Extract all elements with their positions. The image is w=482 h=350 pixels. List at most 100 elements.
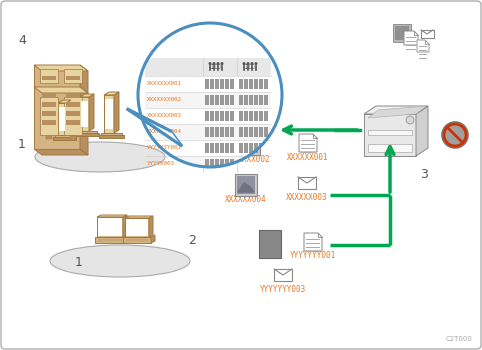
Bar bbox=[42, 111, 56, 116]
Bar bbox=[210, 142, 214, 153]
Bar bbox=[393, 24, 411, 42]
Bar bbox=[264, 127, 268, 136]
Bar bbox=[225, 142, 229, 153]
Polygon shape bbox=[125, 235, 129, 243]
Bar bbox=[225, 127, 229, 136]
Polygon shape bbox=[99, 135, 124, 138]
Polygon shape bbox=[34, 149, 88, 155]
Text: XXXXXX001: XXXXXX001 bbox=[287, 153, 329, 161]
Bar bbox=[239, 142, 243, 153]
Bar bbox=[239, 127, 243, 136]
Circle shape bbox=[442, 122, 468, 148]
Text: XXXXXX003: XXXXXX003 bbox=[286, 193, 328, 202]
Polygon shape bbox=[104, 95, 114, 133]
Text: 2: 2 bbox=[188, 233, 196, 246]
Polygon shape bbox=[104, 92, 119, 95]
Bar bbox=[220, 94, 224, 105]
Bar bbox=[210, 159, 214, 169]
Bar bbox=[254, 142, 258, 153]
Bar bbox=[66, 93, 80, 98]
Bar bbox=[368, 144, 412, 152]
Bar bbox=[239, 94, 243, 105]
Bar bbox=[145, 76, 271, 92]
Circle shape bbox=[251, 62, 254, 65]
Text: XXXXXXX004: XXXXXXX004 bbox=[147, 129, 182, 134]
Bar bbox=[42, 120, 56, 125]
Ellipse shape bbox=[35, 142, 165, 172]
Bar bbox=[225, 78, 229, 89]
Bar bbox=[220, 127, 224, 136]
Bar bbox=[145, 92, 271, 107]
Bar bbox=[64, 69, 82, 83]
Bar bbox=[40, 69, 58, 83]
Bar bbox=[105, 99, 113, 129]
Bar bbox=[237, 176, 255, 194]
Text: 4: 4 bbox=[18, 34, 26, 47]
Polygon shape bbox=[95, 237, 125, 243]
Bar bbox=[244, 127, 248, 136]
Polygon shape bbox=[128, 110, 181, 145]
Polygon shape bbox=[97, 215, 127, 217]
Polygon shape bbox=[243, 143, 257, 151]
Polygon shape bbox=[58, 103, 66, 135]
Bar bbox=[249, 78, 253, 89]
Polygon shape bbox=[364, 114, 416, 156]
Bar bbox=[66, 76, 80, 80]
Polygon shape bbox=[77, 131, 97, 133]
Polygon shape bbox=[80, 97, 89, 131]
Bar bbox=[368, 130, 412, 135]
Circle shape bbox=[216, 62, 219, 65]
Text: YYYYYYY001: YYYYYYY001 bbox=[147, 145, 182, 150]
Text: 1: 1 bbox=[18, 139, 26, 152]
Circle shape bbox=[242, 62, 245, 65]
Polygon shape bbox=[75, 133, 99, 136]
Polygon shape bbox=[417, 40, 429, 52]
Bar bbox=[421, 30, 434, 38]
Bar bbox=[239, 159, 243, 169]
Text: ⬛⬛⬛⬛: ⬛⬛⬛⬛ bbox=[210, 64, 222, 69]
Bar bbox=[244, 111, 248, 120]
Bar bbox=[40, 97, 58, 135]
Bar bbox=[225, 94, 229, 105]
Circle shape bbox=[406, 116, 414, 124]
Text: XXXXXX004: XXXXXX004 bbox=[225, 196, 267, 204]
Bar bbox=[230, 127, 234, 136]
Bar bbox=[244, 159, 248, 169]
Bar bbox=[230, 142, 234, 153]
Bar bbox=[81, 101, 88, 127]
Bar bbox=[264, 111, 268, 120]
Bar bbox=[259, 230, 281, 258]
Ellipse shape bbox=[50, 245, 190, 277]
Bar bbox=[244, 78, 248, 89]
Bar bbox=[220, 111, 224, 120]
Polygon shape bbox=[368, 106, 426, 118]
Polygon shape bbox=[66, 100, 71, 135]
Polygon shape bbox=[125, 216, 153, 218]
Bar bbox=[264, 78, 268, 89]
Bar bbox=[225, 159, 229, 169]
Bar bbox=[242, 137, 258, 153]
Circle shape bbox=[220, 62, 224, 65]
Text: YYYYX003: YYYYX003 bbox=[147, 161, 175, 166]
Polygon shape bbox=[58, 100, 71, 103]
Polygon shape bbox=[80, 87, 88, 155]
Bar bbox=[215, 78, 219, 89]
Circle shape bbox=[213, 62, 215, 65]
Bar bbox=[254, 94, 258, 105]
Bar bbox=[259, 127, 263, 136]
Polygon shape bbox=[80, 65, 88, 93]
Text: 3: 3 bbox=[420, 168, 428, 182]
Bar bbox=[244, 142, 248, 153]
Bar bbox=[395, 26, 409, 40]
Polygon shape bbox=[149, 216, 153, 237]
Polygon shape bbox=[125, 218, 149, 237]
Bar bbox=[230, 94, 234, 105]
Bar bbox=[298, 177, 316, 189]
Text: XXXXXX002: XXXXXX002 bbox=[229, 155, 271, 164]
Bar bbox=[42, 93, 56, 98]
Circle shape bbox=[254, 62, 257, 65]
Bar bbox=[239, 78, 243, 89]
Bar bbox=[205, 159, 209, 169]
Polygon shape bbox=[123, 237, 151, 243]
Bar bbox=[259, 142, 263, 153]
